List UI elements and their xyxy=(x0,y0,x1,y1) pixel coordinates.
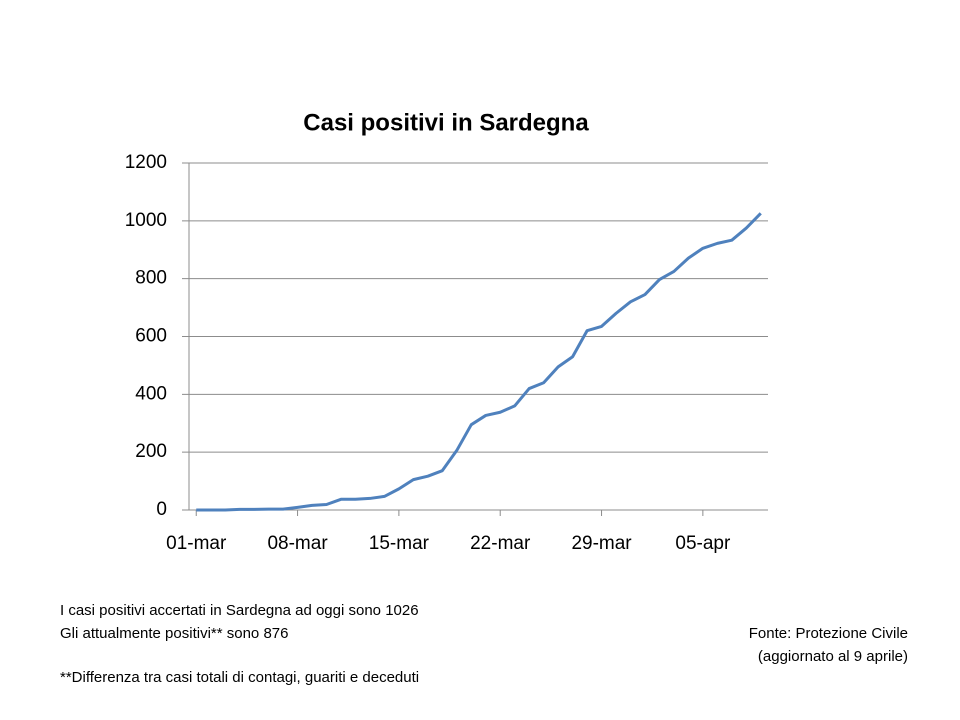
y-tick-label: 800 xyxy=(135,268,167,289)
x-tick-label: 01-mar xyxy=(166,533,227,554)
y-tick-label: 200 xyxy=(135,441,167,462)
source: (aggiornato al 9 aprile) xyxy=(758,648,908,665)
x-tick-label: 05-apr xyxy=(675,533,731,554)
y-tick-label: 1200 xyxy=(125,152,167,173)
x-tick-label: 15-mar xyxy=(369,533,430,554)
note: Gli attualmente positivi** sono 876 xyxy=(60,625,288,642)
y-tick-label: 1000 xyxy=(125,210,167,231)
x-tick-label: 22-mar xyxy=(470,533,531,554)
source: Fonte: Protezione Civile xyxy=(749,625,908,642)
chart-title: Casi positivi in Sardegna xyxy=(303,109,589,136)
x-tick-label: 29-mar xyxy=(571,533,632,554)
note: **Differenza tra casi totali di contagi,… xyxy=(60,669,419,686)
y-tick-label: 400 xyxy=(135,383,167,404)
series-line xyxy=(196,212,762,512)
note: I casi positivi accertati in Sardegna ad… xyxy=(60,602,419,619)
y-tick-label: 0 xyxy=(156,499,167,520)
y-tick-label: 600 xyxy=(135,326,167,347)
x-tick-label: 08-mar xyxy=(267,533,328,554)
